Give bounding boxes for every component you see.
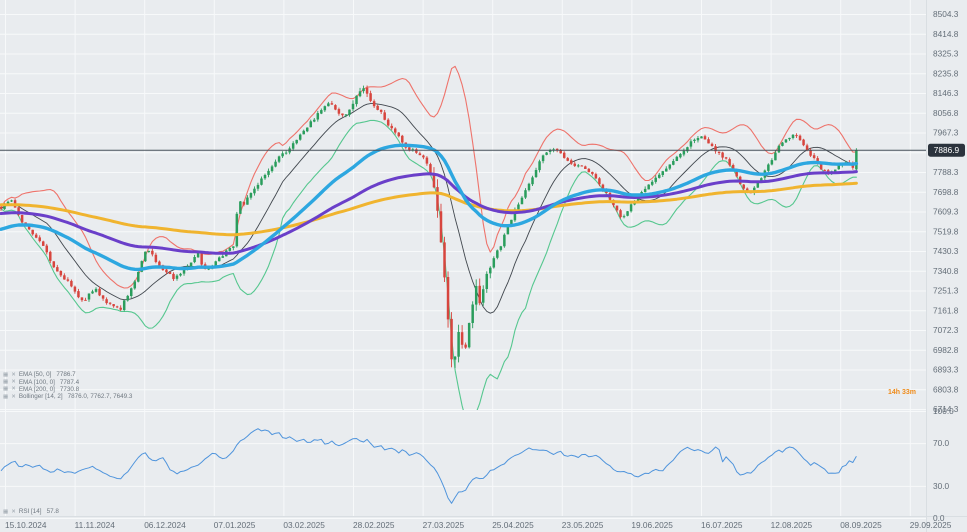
svg-text:7251.3: 7251.3 [933,286,959,296]
rsi-line [0,428,857,504]
svg-text:8146.3: 8146.3 [933,88,959,98]
candle-countdown-timer: 14h 33m [888,389,917,396]
svg-text:7967.3: 7967.3 [933,128,959,138]
svg-text:29.09.2025: 29.09.2025 [910,520,952,530]
svg-text:6982.8: 6982.8 [933,345,959,355]
indicator-close-icon[interactable]: ✕ [11,508,16,515]
svg-text:7886.9: 7886.9 [934,145,960,155]
indicator-value: 7787.4 [59,378,80,386]
svg-text:7609.3: 7609.3 [933,207,959,217]
svg-text:7430.3: 7430.3 [933,246,959,256]
svg-text:19.06.2025: 19.06.2025 [631,520,673,530]
date-axis[interactable]: 15.10.2024 11.11.2024 06.12.2024 07.01.2025… [5,520,952,530]
svg-text:08.09.2025: 08.09.2025 [840,520,882,530]
svg-text:23.05.2025: 23.05.2025 [562,520,604,530]
bollinger-middle-line [0,103,857,314]
svg-text:7072.3: 7072.3 [933,325,959,335]
indicator-settings-icon[interactable]: ▦ [3,371,9,378]
svg-text:30.0: 30.0 [933,481,950,491]
indicator-settings-icon[interactable]: ▦ [3,379,9,386]
svg-text:8504.3: 8504.3 [933,9,959,19]
indicator-value: 7786.7 [56,371,76,379]
svg-text:11.11.2024: 11.11.2024 [75,520,116,530]
price-axis[interactable]: 8504.3 8414.8 8325.3 8235.8 8146.3 8056.8 7967… [933,9,959,523]
current-price-badge: 7886.9 [928,143,965,157]
indicator-label: EMA [100, 0] [18,378,55,386]
indicator-value: 57.8 [46,508,59,516]
indicator-close-icon[interactable]: ✕ [11,379,16,386]
price-panel[interactable] [0,65,859,423]
ema50-line [0,143,859,272]
svg-text:0.0: 0.0 [933,513,945,523]
indicator-label: EMA [200, 0] [18,385,55,393]
bollinger-upper-line [0,65,857,289]
svg-text:12.08.2025: 12.08.2025 [771,520,813,530]
svg-text:7788.3: 7788.3 [933,167,959,177]
indicator-settings-icon[interactable]: ▦ [3,508,9,515]
svg-text:27.03.2025: 27.03.2025 [423,520,465,530]
svg-text:25.04.2025: 25.04.2025 [492,520,534,530]
svg-text:7698.8: 7698.8 [933,187,959,197]
legend-row-rsi: ▦ ✕ RSI [14] 57.8 [3,508,59,515]
legend-row-ema200: ▦ ✕ EMA [200, 0] 7730.8 [3,386,132,393]
indicator-label: EMA [50, 0] [18,371,52,379]
candles-layer [0,85,858,368]
svg-text:28.02.2025: 28.02.2025 [353,520,395,530]
svg-text:8325.3: 8325.3 [933,49,959,59]
svg-text:8414.8: 8414.8 [933,29,959,39]
ema200-line [0,181,858,237]
svg-text:7340.8: 7340.8 [933,266,959,276]
svg-text:15.10.2024: 15.10.2024 [5,520,47,530]
indicator-close-icon[interactable]: ✕ [11,393,16,400]
indicator-settings-icon[interactable]: ▦ [3,386,9,393]
legend-row-bollinger: ▦ ✕ Bollinger [14, 2] 7876.0, 7762.7, 76… [3,393,132,400]
indicator-close-icon[interactable]: ✕ [11,386,16,393]
rsi-legend: ▦ ✕ RSI [14] 57.8 [3,508,59,515]
legend-row-ema50: ▦ ✕ EMA [50, 0] 7786.7 [3,371,132,378]
ema100-line [0,170,858,255]
svg-text:7161.8: 7161.8 [933,305,959,315]
svg-text:6893.3: 6893.3 [933,365,959,375]
grid-layer [0,0,926,519]
svg-text:03.02.2025: 03.02.2025 [283,520,325,530]
indicator-label: Bollinger [14, 2] [18,393,63,401]
svg-text:8235.8: 8235.8 [933,68,959,78]
indicator-label: RSI [14] [18,508,42,516]
indicator-legend: ▦ ✕ EMA [50, 0] 7786.7 ▦ ✕ EMA [100, 0] … [3,371,132,401]
legend-row-ema100: ▦ ✕ EMA [100, 0] 7787.4 [3,378,132,386]
indicator-value: 7876.0, 7762.7, 7649.3 [67,393,133,401]
svg-text:07.01.2025: 07.01.2025 [214,520,256,530]
svg-text:8056.8: 8056.8 [933,108,959,118]
indicator-close-icon[interactable]: ✕ [11,371,16,378]
svg-text:16.07.2025: 16.07.2025 [701,520,743,530]
svg-text:70.0: 70.0 [933,438,950,448]
indicator-settings-icon[interactable]: ▦ [3,393,9,400]
svg-text:06.12.2024: 06.12.2024 [144,520,186,530]
svg-text:7519.8: 7519.8 [933,226,959,236]
svg-text:6803.8: 6803.8 [933,384,959,394]
svg-text:6714.3: 6714.3 [933,404,959,414]
svg-text:100.0: 100.0 [933,406,954,416]
indicator-value: 7730.8 [59,385,80,393]
